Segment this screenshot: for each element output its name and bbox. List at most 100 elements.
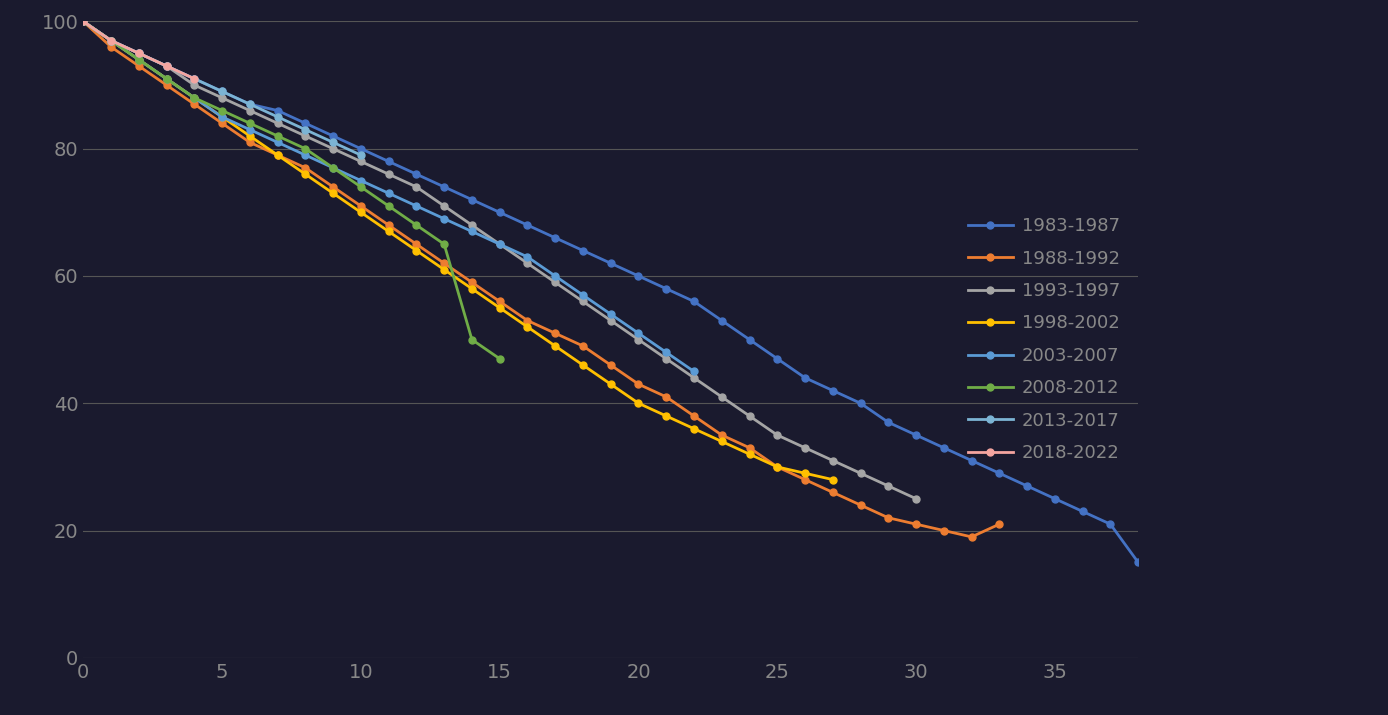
1988-1992	[908, 520, 924, 528]
1993-1997	[797, 443, 813, 452]
2008-2012	[75, 17, 92, 26]
1993-1997	[824, 456, 841, 465]
2008-2012	[130, 55, 147, 64]
Line: 1993-1997: 1993-1997	[79, 18, 920, 502]
1983-1987	[269, 107, 286, 115]
1998-2002	[464, 285, 480, 293]
1983-1987	[602, 259, 619, 267]
1988-1992	[936, 526, 952, 535]
1993-1997	[297, 132, 314, 140]
2003-2007	[353, 177, 369, 185]
1983-1987	[880, 418, 897, 427]
1983-1987	[963, 456, 980, 465]
1988-1992	[269, 151, 286, 159]
1983-1987	[75, 17, 92, 26]
1998-2002	[380, 227, 397, 236]
1983-1987	[630, 272, 647, 280]
2013-2017	[158, 61, 175, 70]
1988-1992	[602, 361, 619, 370]
1983-1987	[547, 234, 564, 242]
1998-2002	[658, 412, 675, 420]
1998-2002	[436, 265, 452, 274]
2003-2007	[658, 348, 675, 357]
1998-2002	[519, 322, 536, 331]
1998-2002	[797, 469, 813, 478]
1998-2002	[630, 399, 647, 408]
Line: 1988-1992: 1988-1992	[79, 18, 1004, 541]
1983-1987	[769, 355, 786, 363]
1993-1997	[686, 373, 702, 382]
1983-1987	[852, 399, 869, 408]
2003-2007	[380, 189, 397, 197]
2003-2007	[325, 164, 341, 172]
1993-1997	[464, 221, 480, 230]
1988-1992	[575, 342, 591, 350]
1993-1997	[908, 495, 924, 503]
1998-2002	[297, 170, 314, 179]
2008-2012	[186, 94, 203, 102]
1993-1997	[158, 61, 175, 70]
1998-2002	[214, 113, 230, 122]
1998-2002	[824, 475, 841, 484]
1983-1987	[242, 100, 258, 109]
2003-2007	[269, 138, 286, 147]
Line: 2008-2012: 2008-2012	[79, 18, 504, 363]
1998-2002	[75, 17, 92, 26]
2003-2007	[408, 202, 425, 210]
1988-1992	[963, 533, 980, 541]
1993-1997	[130, 49, 147, 58]
2018-2022	[186, 74, 203, 83]
2013-2017	[186, 74, 203, 83]
1983-1987	[658, 285, 675, 293]
1998-2002	[602, 380, 619, 388]
1983-1987	[575, 246, 591, 255]
Line: 2003-2007: 2003-2007	[79, 18, 698, 375]
1983-1987	[491, 208, 508, 217]
1983-1987	[408, 170, 425, 179]
1988-1992	[130, 61, 147, 70]
Line: 1983-1987: 1983-1987	[79, 18, 1142, 566]
1988-1992	[186, 100, 203, 109]
2003-2007	[75, 17, 92, 26]
2008-2012	[297, 144, 314, 153]
2013-2017	[214, 87, 230, 96]
1998-2002	[686, 425, 702, 433]
2003-2007	[519, 252, 536, 261]
1998-2002	[491, 303, 508, 312]
1998-2002	[769, 463, 786, 471]
1983-1987	[297, 119, 314, 127]
1983-1987	[214, 87, 230, 96]
2003-2007	[297, 151, 314, 159]
1983-1987	[824, 386, 841, 395]
1988-1992	[464, 278, 480, 287]
2008-2012	[491, 355, 508, 363]
1988-1992	[297, 164, 314, 172]
1988-1992	[436, 259, 452, 267]
1998-2002	[269, 151, 286, 159]
1983-1987	[1102, 520, 1119, 528]
2003-2007	[436, 214, 452, 223]
2018-2022	[103, 36, 119, 45]
1993-1997	[242, 107, 258, 115]
1993-1997	[491, 240, 508, 249]
1993-1997	[75, 17, 92, 26]
2018-2022	[158, 61, 175, 70]
1988-1992	[880, 513, 897, 522]
1993-1997	[769, 430, 786, 439]
1983-1987	[103, 36, 119, 45]
1983-1987	[158, 61, 175, 70]
1988-1992	[380, 221, 397, 230]
Line: 2018-2022: 2018-2022	[79, 18, 198, 82]
2008-2012	[158, 74, 175, 83]
1988-1992	[658, 393, 675, 401]
1983-1987	[991, 469, 1008, 478]
2003-2007	[464, 227, 480, 236]
1983-1987	[797, 373, 813, 382]
1983-1987	[1019, 482, 1035, 490]
2003-2007	[186, 94, 203, 102]
2003-2007	[686, 368, 702, 376]
1998-2002	[353, 208, 369, 217]
1988-1992	[630, 380, 647, 388]
2003-2007	[214, 113, 230, 122]
1993-1997	[547, 278, 564, 287]
